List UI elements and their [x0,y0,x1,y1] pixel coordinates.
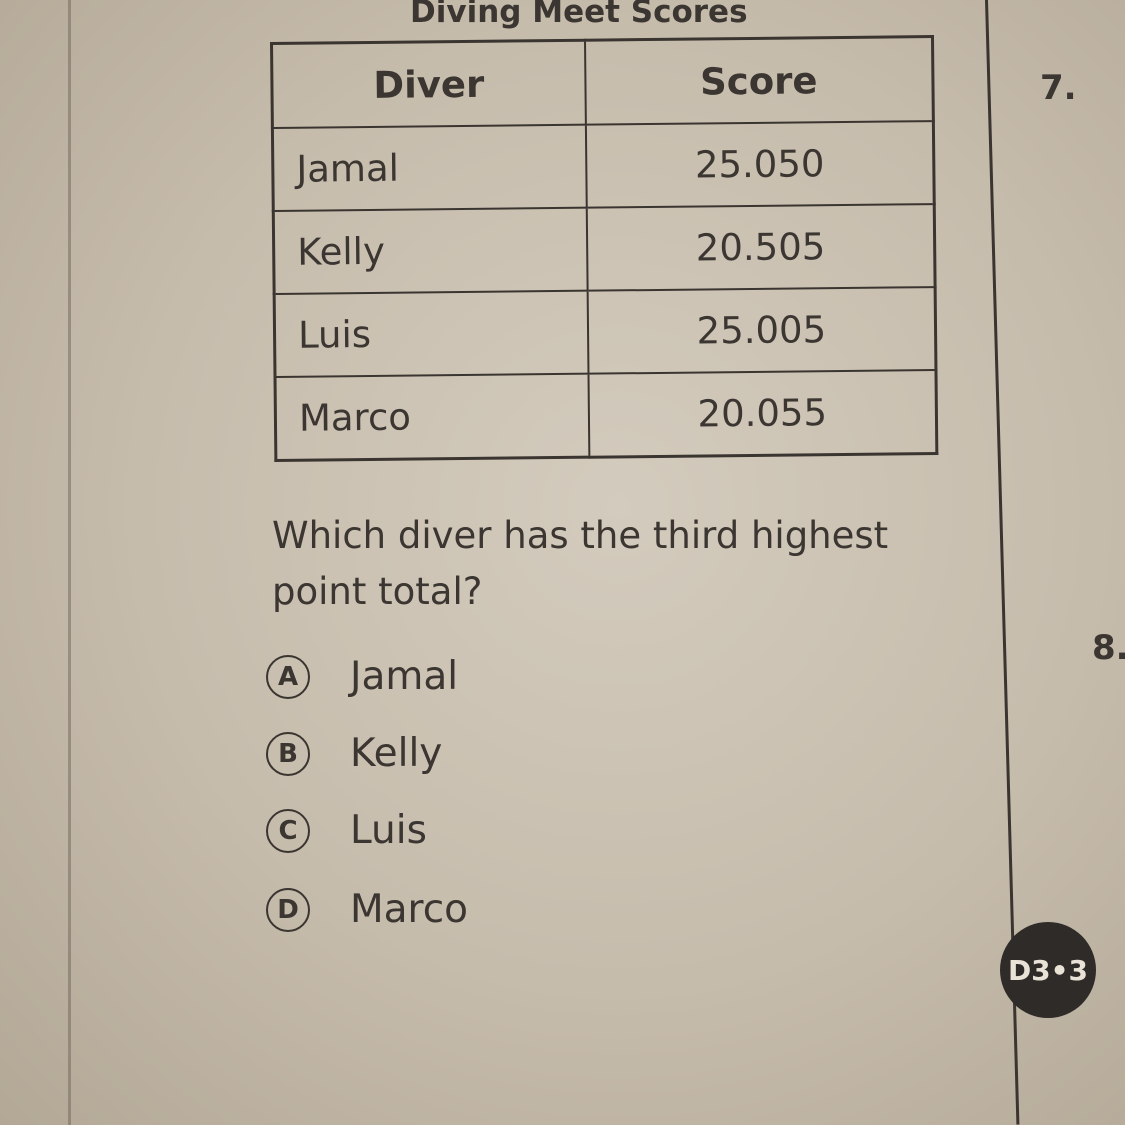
header-diver: Diver [271,40,586,128]
diver-cell: Kelly [273,207,588,294]
diver-cell: Jamal [272,124,587,211]
diver-cell: Marco [275,373,590,461]
scores-table: Diver Score Jamal 25.050 Kelly 20.505 Luis 2… [270,35,939,462]
option-letter: B [266,731,310,776]
option-text: Marco [350,887,469,932]
table-row: Jamal 25.050 [272,121,935,211]
score-cell: 25.005 [587,286,936,374]
question-text: Which diver has the third highest point … [272,514,889,613]
option-letter: C [266,808,310,853]
option-a[interactable]: A Jamal [266,654,458,699]
option-text: Kelly [350,731,443,776]
table-row: Marco 20.055 [275,369,937,461]
option-text: Jamal [350,654,459,699]
score-cell: 20.505 [586,203,936,291]
option-b[interactable]: B Kelly [266,731,442,776]
option-letter: A [266,654,310,699]
next-question-number: 8. [1092,628,1125,668]
score-cell: 20.055 [588,369,937,458]
question-number: 7. [1040,68,1077,108]
margin-line-left [68,0,71,1125]
option-d[interactable]: D Marco [266,887,468,932]
option-text: Luis [350,808,427,853]
table-row: Luis 25.005 [274,286,936,377]
diver-cell: Luis [274,290,589,377]
option-letter: D [266,887,310,932]
lesson-badge: D3•3 [1000,922,1096,1018]
score-cell: 25.050 [585,121,935,208]
table-row: Kelly 20.505 [273,203,936,294]
table-title: Diving Meet Scores [410,0,748,30]
option-c[interactable]: C Luis [266,808,427,853]
header-score: Score [584,36,934,125]
